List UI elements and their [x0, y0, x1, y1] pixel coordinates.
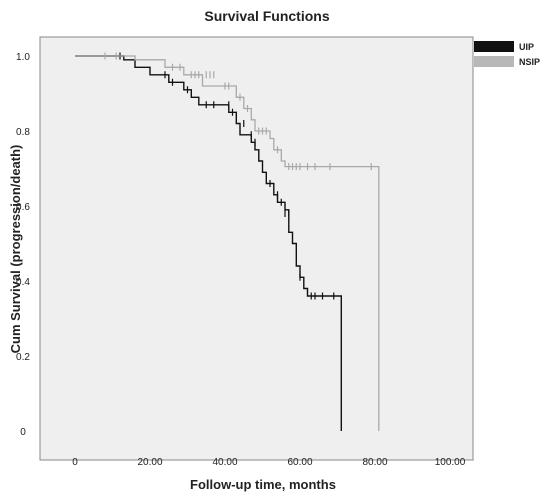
legend-swatch-uip — [474, 41, 514, 52]
x-tick-label: 0 — [72, 457, 78, 468]
x-tick-label: 80.00 — [362, 457, 387, 468]
y-axis-label: Cum Survival (progression/death) — [8, 145, 23, 354]
legend: UIP NSIP — [474, 41, 540, 67]
legend-label-nsip: NSIP — [519, 57, 540, 67]
y-tick-label: 1.0 — [16, 52, 30, 63]
legend-label-uip: UIP — [519, 42, 534, 52]
x-axis-label: Follow-up time, months — [190, 477, 336, 492]
x-tick-label: 40.00 — [212, 457, 237, 468]
y-tick-label: 0 — [20, 427, 26, 438]
x-tick-label: 20.00 — [137, 457, 162, 468]
y-tick-label: 0.2 — [16, 352, 30, 363]
y-axis-ticks: 0 0.2 0.4 0.6 0.8 1.0 — [16, 52, 30, 438]
chart-title: Survival Functions — [204, 8, 329, 24]
plot-area — [39, 36, 474, 461]
x-axis-ticks: 0 20.00 40.00 60.00 80.00 100.00 — [72, 457, 466, 468]
y-tick-label: 0.6 — [16, 202, 30, 213]
x-tick-label: 100.00 — [435, 457, 466, 468]
survival-curve-nsip — [75, 55, 380, 431]
y-tick-label: 0.4 — [16, 277, 30, 288]
legend-swatch-nsip — [474, 56, 514, 67]
y-tick-label: 0.8 — [16, 127, 30, 138]
series-uip — [75, 52, 342, 431]
survival-curve-uip — [75, 55, 342, 431]
x-tick-label: 60.00 — [287, 457, 312, 468]
series-layer — [75, 52, 380, 431]
series-nsip — [75, 52, 380, 431]
